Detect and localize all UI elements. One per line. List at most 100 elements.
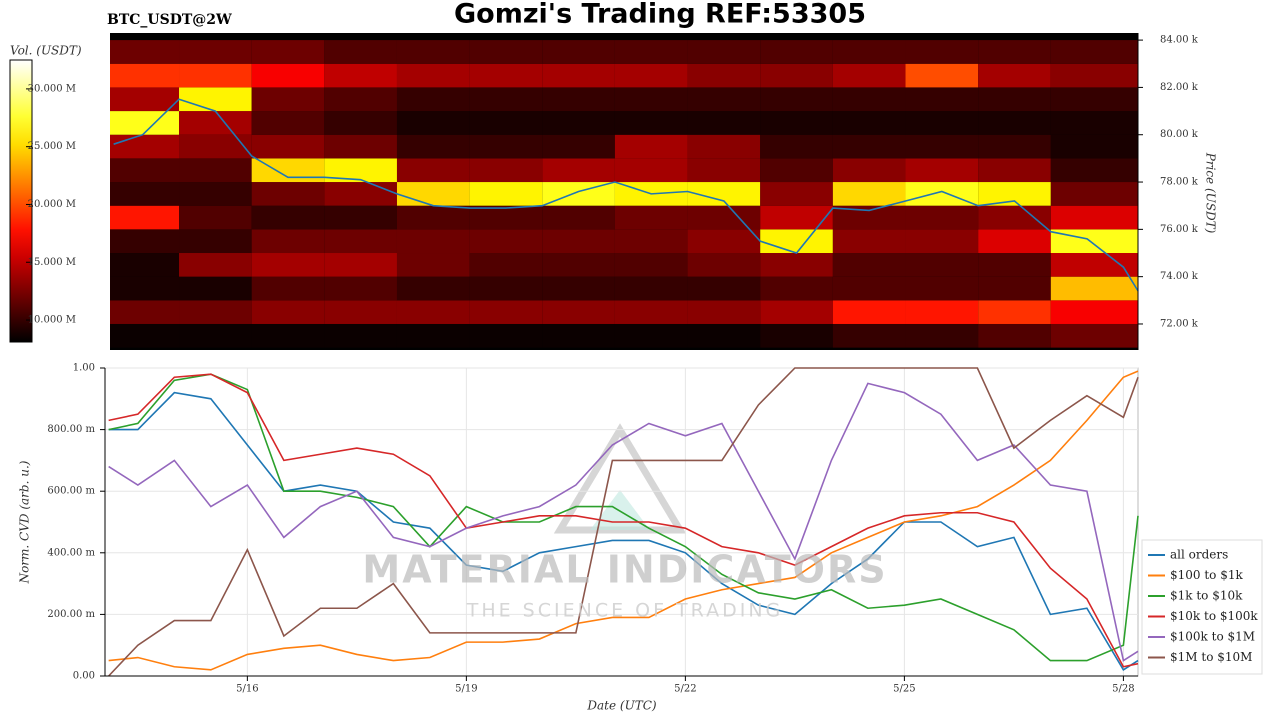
heatmap-cell [110,253,180,277]
heatmap-cell [760,300,833,324]
heatmap-cell [324,205,397,230]
heatmap-cell [110,300,180,324]
heatmap-cell [179,63,252,88]
heatmap-cell [396,87,470,112]
heatmap-cell [396,253,470,277]
y-tick-label: 76.00 k [1160,224,1199,235]
series-line [108,373,1139,668]
heatmap-cell [179,87,252,112]
chart-title: BTC_USDT@2W [107,12,232,28]
heatmap-cell [760,253,833,277]
heatmap-cell [1050,40,1138,64]
heatmap-cell [469,205,543,230]
heatmap-cell [324,63,397,88]
heatmap-cell [469,276,543,301]
heatmap-cell [396,323,470,348]
heatmap-cell [832,134,906,159]
heatmap-cell [832,158,906,183]
heatmap-cell [542,111,615,135]
heatmap-cell [832,182,906,206]
heatmap-cell [760,134,833,159]
heatmap-cell [179,111,252,135]
heatmap-cell [760,205,833,230]
heatmap-cell [760,111,833,135]
heatmap-cell [614,300,688,324]
heatmap-cell [251,134,325,159]
heatmap-cell [110,111,180,135]
legend-label: $100k to $1M [1170,630,1255,644]
heatmap-cell [905,63,979,88]
heatmap-cell [469,323,543,348]
heatmap-cell [110,63,180,88]
heatmap-cell [978,182,1051,206]
heatmap-cell [110,229,180,254]
heatmap-cell [324,300,397,324]
heatmap-cell [469,253,543,277]
heatmap-cell [614,158,688,183]
heatmap-cell [832,63,906,88]
y-tick-label: 72.00 k [1160,318,1199,329]
heatmap-cell [110,158,180,183]
heatmap-cell [832,87,906,112]
heatmap-cell [324,323,397,348]
heatmap-cell [1050,323,1138,348]
heatmap-cell [1050,158,1138,183]
heatmap-cell [251,182,325,206]
heatmap-cell [687,253,761,277]
heatmap-cell [542,63,615,88]
colorbar-tick-label: 10.000 M [28,315,76,326]
heatmap-cell [978,323,1051,348]
heatmap-cell [251,300,325,324]
heatmap-cell [469,134,543,159]
colorbar-label: Vol. (USDT) [10,44,82,58]
heatmap-cell [760,323,833,348]
heatmap-cell [1050,87,1138,112]
heatmap-cell [324,134,397,159]
heatmap-cell [396,300,470,324]
heatmap-cell [396,158,470,183]
heatmap-cell [978,40,1051,64]
heatmap-cell [905,134,979,159]
heatmap-cell [110,323,180,348]
heatmap-cell [469,111,543,135]
heatmap-cell [760,87,833,112]
heatmap-cell [251,111,325,135]
heatmap-cell [1050,205,1138,230]
legend-label: $1k to $10k [1170,589,1243,603]
heatmap-cell [1050,134,1138,159]
heatmap-cell [179,300,252,324]
heatmap-cell [324,182,397,206]
heatmap-cell [110,205,180,230]
heatmap-cell [614,40,688,64]
x-tick-label: 5/19 [455,684,477,695]
heatmap-cell [687,300,761,324]
heatmap-cell [832,300,906,324]
heatmap-cell [1050,253,1138,277]
price-line [113,98,1139,292]
page-title: Gomzi's Trading REF:53305 [454,0,866,30]
heatmap-cell [687,158,761,183]
y-tick-label: 800.00 m [47,424,95,435]
heatmap-cell [469,40,543,64]
heatmap-cell [469,63,543,88]
heatmap-cell [687,87,761,112]
heatmap-cell [614,87,688,112]
heatmap-cell [687,40,761,64]
colorbar-tick-label: 25.000 M [28,141,76,152]
heatmap-cell [179,205,252,230]
series-line [108,367,1139,677]
heatmap-cell [469,229,543,254]
heatmap-cell [978,229,1051,254]
heatmap-cell [1050,182,1138,206]
y-tick-label: 74.00 k [1160,271,1199,282]
heatmap-cell [542,40,615,64]
series-line [108,373,1139,662]
y-tick-label: 84.00 k [1160,35,1199,46]
heatmap-cell [542,229,615,254]
heatmap-cell [978,158,1051,183]
heatmap-cell [396,276,470,301]
heatmap-cell [179,158,252,183]
colorbar-tick-label: 20.000 M [28,199,76,210]
